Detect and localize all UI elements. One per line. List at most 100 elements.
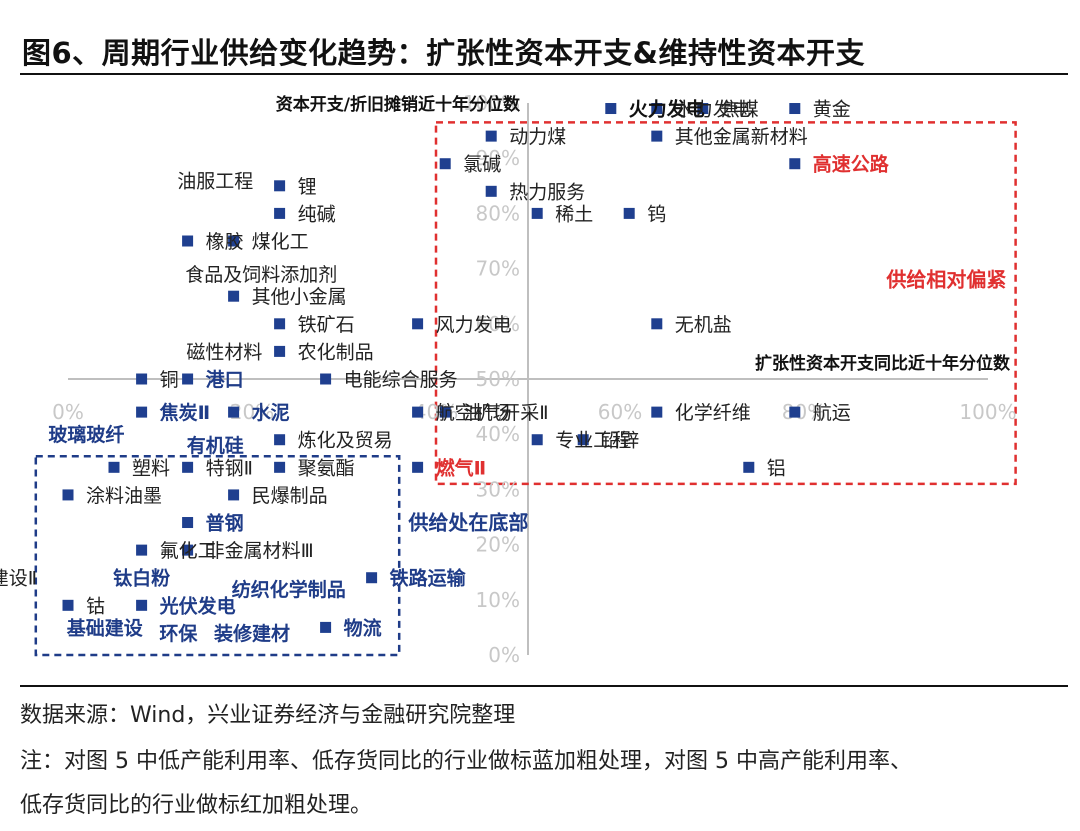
data-point-label: 锂 [298, 176, 317, 198]
data-point-label: 食品及饲料添加剂 [185, 264, 337, 286]
data-point-marker [274, 434, 286, 446]
data-point-marker [651, 406, 663, 418]
data-point-label: 化学纤维 [675, 402, 751, 424]
data-point-marker [136, 544, 148, 556]
data-point-marker [228, 290, 240, 302]
data-point-marker [623, 207, 635, 219]
y-tick-label: 20% [476, 533, 520, 557]
data-point-marker [651, 103, 663, 115]
data-point-label: 油服工程 [177, 170, 253, 192]
data-point-label: 热力服务 [509, 181, 585, 203]
data-point-marker [531, 207, 543, 219]
data-point-marker [577, 434, 589, 446]
y-tick-label: 80% [476, 201, 520, 225]
x-axis-title: 扩张性资本开支同比近十年分位数 [755, 353, 1011, 374]
data-point-marker [439, 406, 451, 418]
title-underline [20, 73, 1068, 75]
bottom-supply-annotation: 供给处在底部 [407, 511, 528, 535]
y-tick-label: 60% [476, 312, 520, 336]
data-point-label: 专业工程 [555, 430, 631, 452]
data-point-label: 氟化工 [160, 540, 217, 562]
data-point-marker [366, 572, 378, 584]
data-point-label: 其他金属新材料 [675, 126, 808, 148]
data-point-marker [651, 130, 663, 142]
x-tick-label: 80% [782, 400, 826, 424]
data-point-label: 钛白粉 [113, 567, 170, 590]
data-point-label: 无机盐 [675, 314, 732, 336]
data-point-marker [228, 489, 240, 501]
data-point-marker [136, 599, 148, 611]
data-point-marker [182, 461, 194, 473]
data-point-label: 黄金 [813, 99, 851, 121]
data-point-label: 油气开采Ⅱ [463, 402, 548, 424]
x-tick-label: 100% [959, 400, 1016, 424]
x-tick-label: 60% [598, 400, 642, 424]
region-boxes [34, 121, 1017, 657]
data-point-label: 环保 [159, 622, 198, 645]
data-point-label: 磁性材料 [186, 341, 262, 363]
data-point-marker [651, 318, 663, 330]
data-point-label: 基础建设 [66, 616, 143, 639]
data-point-marker [62, 489, 74, 501]
bottom-supply-box [34, 455, 401, 657]
tight-supply-box [434, 121, 1017, 486]
y-tick-label: 50% [476, 367, 520, 391]
data-point-marker [108, 461, 120, 473]
data-point-marker [182, 373, 194, 385]
data-point-marker [274, 461, 286, 473]
data-point-label: 稀土 [555, 203, 593, 225]
data-point-marker [412, 318, 424, 330]
y-tick-label: 100% [463, 91, 520, 115]
y-tick-label: 70% [476, 257, 520, 281]
data-point-label: 非金属材料Ⅲ [206, 540, 314, 562]
data-point-label: 纺织化学制品 [232, 578, 346, 601]
y-tick-label: 40% [476, 422, 520, 446]
data-point-label: 聚氨酯 [298, 457, 355, 479]
data-point-label: 航空机场 [436, 402, 512, 424]
data-point-label: 纯碱 [298, 203, 336, 225]
data-point-marker [743, 461, 755, 473]
data-point-label: 光伏发电 [159, 594, 236, 617]
data-point-label: 橡胶 [206, 231, 244, 253]
data-point-label: 玻璃玻纤 [48, 423, 124, 446]
y-axis-title: 资本开支/折旧摊销近十年分位数 [276, 94, 521, 115]
y-tick-label: 30% [476, 477, 520, 501]
data-point-marker [136, 373, 148, 385]
data-point-label: 有机硅 [187, 434, 244, 457]
data-point-label: 铜 [160, 369, 179, 391]
tight-supply-annotation: 供给相对偏紧 [885, 268, 1006, 292]
data-point-marker [605, 103, 617, 115]
data-point-marker [439, 158, 451, 170]
data-point-label: 氯碱 [463, 154, 501, 176]
data-point-label: 其他小金属 [252, 286, 347, 308]
data-point-label: 动力煤 [509, 126, 566, 148]
data-point-label: 钴 [86, 595, 105, 617]
data-point-label: 燃气Ⅱ [436, 456, 487, 479]
data-point-marker [697, 103, 709, 115]
data-point-label: 风力发电 [436, 314, 512, 336]
figure-title: 图6、周期行业供给变化趋势：扩张性资本开支&维持性资本开支 [22, 36, 865, 70]
data-point-marker [789, 158, 801, 170]
data-point-label: 电能综合服务 [344, 369, 458, 391]
footer-rule [20, 685, 1068, 687]
data-point-marker [412, 406, 424, 418]
data-point-marker [182, 235, 194, 247]
data-point-marker [274, 318, 286, 330]
data-point-label: 装修建材 [213, 622, 290, 645]
data-point-marker [320, 373, 332, 385]
data-point-label: 特钢Ⅱ [206, 457, 253, 479]
data-point-marker [136, 406, 148, 418]
data-point-label: 涂料油墨 [86, 485, 162, 507]
data-point-marker [531, 434, 543, 446]
data-point-marker [228, 235, 240, 247]
data-point-label: 物流 [344, 616, 382, 639]
data-point-label: 铁路运输 [390, 567, 467, 590]
data-point-label: 港口 [206, 369, 244, 391]
tick-labels: 0% 20% 40% 60% 80% 100%0%10%20%30%40%50%60%70… [52, 91, 1016, 667]
data-point-marker [412, 461, 424, 473]
y-tick-label: 10% [476, 588, 520, 612]
data-point-marker [62, 599, 74, 611]
data-point-label: 铅锌 [601, 430, 639, 452]
data-point-marker [228, 406, 240, 418]
